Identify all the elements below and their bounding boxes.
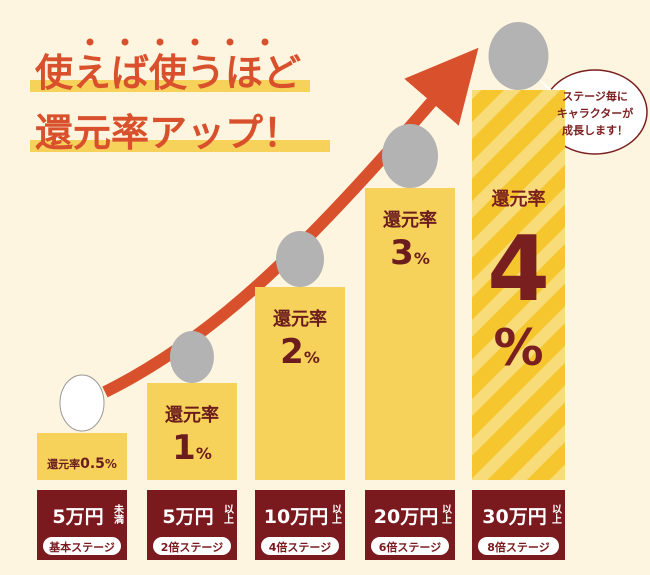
- condition: 以上: [222, 504, 234, 524]
- stage-bar: [147, 383, 237, 480]
- rate-text: 還元率0.5%: [47, 456, 117, 472]
- rate-unit: %: [414, 249, 430, 268]
- title-dots: [86, 38, 269, 46]
- bubble-text: キャラクターが: [557, 106, 634, 120]
- stage-bar: [472, 90, 565, 480]
- character: [488, 22, 549, 90]
- character: [276, 231, 324, 287]
- amount: 20万円: [374, 506, 438, 528]
- stage-bar: [37, 433, 127, 480]
- character: [382, 124, 438, 188]
- title: 還元率アップ！: [35, 111, 301, 155]
- rate-label: 還元率: [47, 457, 80, 471]
- rate-label: 還元率: [165, 404, 219, 426]
- stage-name: 8倍ステージ: [487, 540, 549, 554]
- rate-unit: %: [304, 348, 320, 367]
- rate-value: 0.5: [80, 456, 105, 472]
- rate-value: 2: [280, 332, 304, 372]
- bubble-text: ステージ毎に: [562, 89, 628, 103]
- condition: 以上: [440, 504, 452, 524]
- stage-pill: [153, 537, 231, 555]
- rate-unit: %: [105, 457, 117, 471]
- stage-pill: [43, 537, 121, 555]
- egg-character: [59, 374, 105, 432]
- rate-unit: %: [493, 319, 543, 377]
- amount: 5万円: [52, 506, 103, 528]
- bubble-text: 成長します！: [562, 123, 628, 137]
- stage-name: 2倍ステージ: [161, 540, 223, 554]
- condition: 未満: [112, 503, 125, 525]
- stage-name: 基本ステージ: [48, 540, 115, 554]
- rate-label: 還元率: [383, 209, 437, 231]
- condition: 以上: [330, 504, 342, 524]
- stage-name: 4倍ステージ: [269, 540, 331, 554]
- title-highlight: [30, 80, 310, 92]
- character: [170, 331, 214, 383]
- rate-value: 1: [172, 428, 196, 468]
- condition: 以上: [550, 504, 562, 524]
- stage-pill: [261, 537, 339, 555]
- amount: 30万円: [482, 506, 546, 528]
- stage-bar: [365, 188, 455, 480]
- rate-value: 4: [487, 217, 550, 322]
- title: 使えば使うほど: [35, 51, 301, 95]
- amount: 10万円: [264, 506, 328, 528]
- title-highlight: [30, 140, 330, 152]
- amount: 5万円: [162, 506, 213, 528]
- rate-text: 2%: [280, 332, 320, 372]
- rate-value: 3: [390, 233, 414, 273]
- rate-label: 還元率: [273, 308, 327, 330]
- stage-bar: [255, 287, 345, 480]
- rate-label: 還元率: [492, 188, 546, 210]
- rate-text: 3%: [390, 233, 430, 273]
- rate-unit: %: [196, 444, 212, 463]
- stage-pill: [371, 537, 449, 555]
- stage-name: 6倍ステージ: [379, 540, 441, 554]
- stage-pill: [478, 537, 559, 555]
- rate-text: 1%: [172, 428, 212, 468]
